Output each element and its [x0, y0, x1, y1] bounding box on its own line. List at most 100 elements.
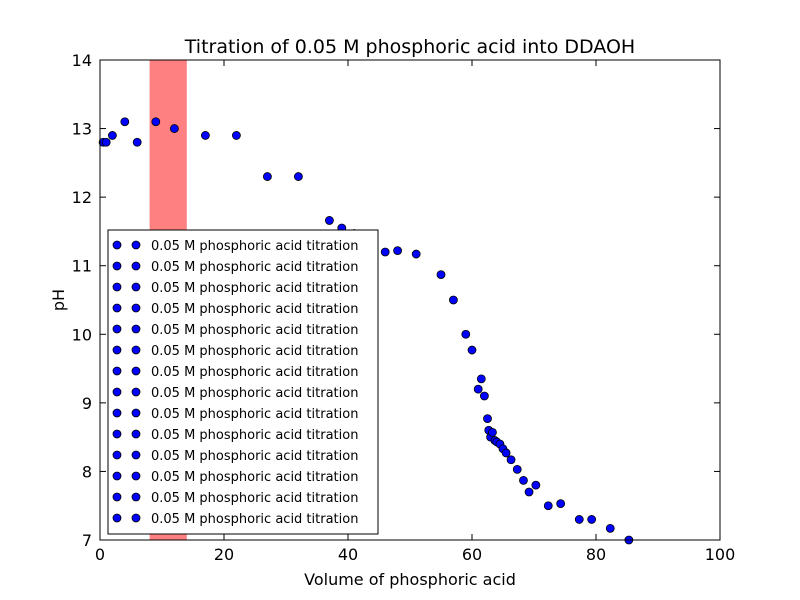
data-point-10 — [293, 172, 303, 181]
y-tick-label-6: 13 — [72, 120, 92, 139]
legend-entry-13: 0.05 M phosphoric acid titration — [151, 512, 358, 527]
data-point-15 — [393, 246, 403, 256]
legend-entry-9: 0.05 M phosphoric acid titration — [151, 428, 358, 443]
x-tick-label-5: 100 — [705, 545, 736, 564]
data-point-34 — [512, 464, 522, 474]
y-tick-label-0: 7 — [82, 531, 92, 550]
data-point-40 — [574, 515, 584, 524]
data-point-1 — [101, 137, 111, 147]
legend-entry-1: 0.05 M phosphoric acid titration — [151, 260, 358, 275]
legend-marker-b-12 — [131, 492, 141, 502]
data-point-42 — [605, 523, 615, 533]
legend-marker-b-7 — [131, 387, 141, 397]
legend-marker-a-3 — [112, 303, 122, 313]
legend-marker-a-13 — [112, 513, 122, 523]
x-tick-label-4: 80 — [586, 545, 606, 564]
y-tick-label-5: 12 — [72, 188, 92, 207]
legend-marker-b-2 — [131, 282, 141, 292]
data-point-4 — [132, 137, 142, 147]
legend-entry-12: 0.05 M phosphoric acid titration — [151, 491, 358, 506]
data-point-35 — [519, 475, 528, 485]
legend-marker-a-10 — [112, 450, 122, 460]
data-point-23 — [479, 391, 489, 401]
legend-marker-b-9 — [131, 429, 141, 439]
data-point-19 — [461, 329, 471, 339]
legend-box — [107, 229, 379, 535]
legend-marker-a-2 — [112, 282, 122, 292]
data-point-27 — [488, 427, 497, 437]
data-point-14 — [380, 247, 390, 257]
data-point-17 — [436, 270, 446, 280]
legend-entry-7: 0.05 M phosphoric acid titration — [151, 386, 358, 401]
data-point-7 — [200, 131, 210, 140]
data-point-24 — [483, 414, 492, 424]
y-tick-label-2: 9 — [82, 394, 92, 413]
data-point-9 — [262, 172, 272, 181]
data-point-39 — [556, 499, 566, 509]
data-point-37 — [531, 480, 541, 490]
x-tick-label-0: 0 — [95, 545, 105, 564]
legend-marker-b-5 — [131, 345, 141, 355]
legend-marker-b-3 — [131, 303, 141, 313]
data-point-20 — [467, 345, 477, 355]
legend-marker-a-12 — [112, 492, 122, 502]
legend-entry-2: 0.05 M phosphoric acid titration — [151, 281, 358, 296]
data-point-5 — [151, 117, 161, 127]
legend-marker-a-6 — [112, 366, 122, 376]
legend-entry-6: 0.05 M phosphoric acid titration — [151, 365, 358, 380]
y-tick-label-1: 8 — [82, 462, 92, 481]
data-point-8 — [231, 131, 241, 140]
y-tick-label-3: 10 — [72, 325, 92, 344]
legend-marker-b-6 — [131, 366, 141, 376]
legend-marker-a-7 — [112, 387, 122, 397]
legend-marker-b-10 — [131, 450, 141, 460]
data-points-layer — [98, 117, 634, 545]
x-tick-label-1: 20 — [214, 545, 234, 564]
data-point-21 — [473, 384, 483, 394]
data-point-16 — [411, 249, 421, 259]
legend-entry-8: 0.05 M phosphoric acid titration — [151, 407, 358, 422]
legend-marker-a-5 — [112, 345, 122, 355]
legend-marker-b-0 — [131, 240, 141, 250]
legend-marker-b-4 — [131, 324, 141, 334]
legend-marker-a-0 — [112, 240, 122, 250]
legend-marker-b-1 — [131, 261, 141, 271]
data-point-33 — [506, 455, 516, 465]
x-axis-label: Volume of phosphoric acid — [304, 570, 516, 589]
legend-entry-0: 0.05 M phosphoric acid titration — [151, 239, 358, 254]
data-point-11 — [324, 216, 334, 225]
y-axis-label: pH — [49, 289, 68, 311]
legend-marker-a-11 — [112, 471, 122, 481]
data-point-36 — [524, 487, 534, 497]
legend: 0.05 M phosphoric acid titration 0.05 M p… — [107, 229, 379, 535]
legend-marker-a-8 — [112, 408, 122, 418]
legend-marker-b-13 — [131, 513, 141, 523]
x-tick-label-2: 40 — [338, 545, 358, 564]
data-point-22 — [476, 374, 486, 384]
x-axis-ticks: 0 20 40 60 80 100 — [95, 60, 735, 564]
legend-marker-a-9 — [112, 429, 122, 439]
legend-entry-3: 0.05 M phosphoric acid titration — [151, 302, 358, 317]
data-point-18 — [448, 295, 458, 305]
legend-marker-a-4 — [112, 324, 122, 334]
chart-title: Titration of 0.05 M phosphoric acid into… — [184, 36, 635, 58]
legend-marker-b-8 — [131, 408, 141, 418]
y-tick-label-4: 11 — [72, 257, 92, 276]
legend-entry-10: 0.05 M phosphoric acid titration — [151, 449, 358, 464]
data-point-6 — [169, 124, 179, 133]
legend-entry-5: 0.05 M phosphoric acid titration — [151, 344, 358, 359]
data-point-32 — [501, 448, 511, 458]
legend-marker-b-11 — [131, 471, 141, 481]
legend-entry-11: 0.05 M phosphoric acid titration — [151, 470, 358, 485]
data-point-3 — [120, 117, 130, 127]
data-point-41 — [587, 515, 597, 524]
data-point-38 — [543, 501, 553, 511]
plot-frame — [99, 59, 721, 541]
x-tick-label-3: 60 — [462, 545, 482, 564]
legend-entry-4: 0.05 M phosphoric acid titration — [151, 323, 358, 338]
y-axis-ticks: 7 8 9 10 11 12 13 14 — [72, 51, 720, 550]
y-tick-label-7: 14 — [72, 51, 92, 70]
legend-marker-a-1 — [112, 261, 122, 271]
data-point-2 — [108, 131, 117, 140]
